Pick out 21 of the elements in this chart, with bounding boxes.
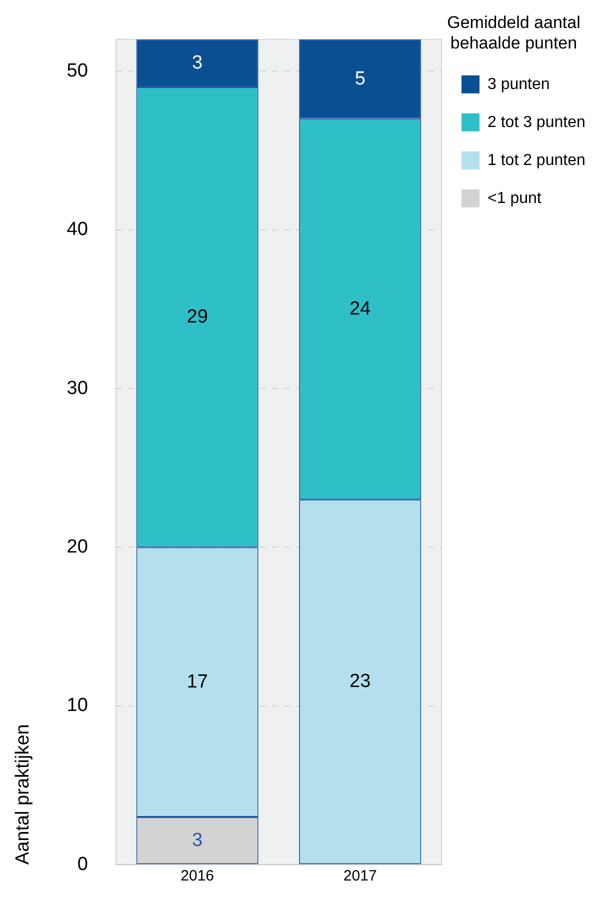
legend-label: 3 punten <box>488 76 550 93</box>
data-label: 5 <box>354 68 366 90</box>
data-label: 17 <box>186 671 208 692</box>
legend-label: <1 punt <box>488 190 542 207</box>
y-tick-label: 10 <box>66 695 88 716</box>
legend-label: 2 tot 3 punten <box>488 114 586 131</box>
y-tick-label: 50 <box>66 60 88 82</box>
legend-title: Gemiddeld aantal behaalde punten <box>447 13 580 53</box>
data-label: 29 <box>186 306 208 328</box>
legend-label: 1 tot 2 punten <box>488 152 586 169</box>
x-tick-label: 2017 <box>343 868 377 885</box>
data-label: 3 <box>192 830 203 851</box>
y-tick-label: 40 <box>66 219 88 240</box>
data-label: 3 <box>192 52 203 74</box>
data-label: 24 <box>350 298 372 320</box>
y-tick-label: 0 <box>77 854 88 875</box>
x-tick-label: 2016 <box>180 868 214 885</box>
data-label: 23 <box>350 671 371 692</box>
y-tick-label: 30 <box>66 378 88 399</box>
y-axis-title: Aantal praktijken <box>12 724 34 865</box>
y-tick-label: 20 <box>66 536 88 558</box>
